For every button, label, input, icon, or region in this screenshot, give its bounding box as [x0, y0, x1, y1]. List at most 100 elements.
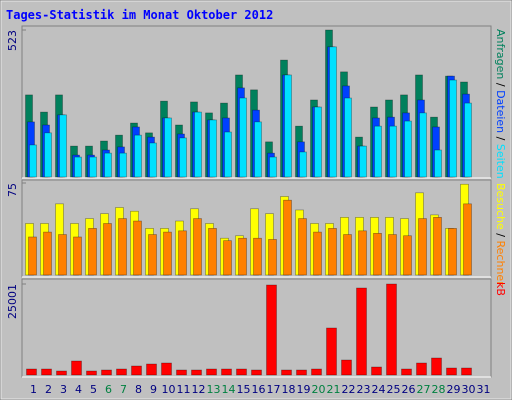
- bar: [133, 220, 142, 276]
- bar: [283, 199, 292, 276]
- bar: [253, 237, 262, 276]
- bar: [464, 102, 472, 178]
- bar: [29, 144, 37, 178]
- bar: [419, 112, 427, 178]
- bar: [266, 284, 277, 376]
- bar: [299, 151, 307, 178]
- bar: [314, 106, 322, 178]
- x-tick-label: 5: [90, 383, 97, 396]
- bar: [328, 228, 337, 276]
- bar: [146, 363, 157, 376]
- bar: [284, 74, 292, 178]
- legend-entry: Rechner: [494, 241, 507, 287]
- bar: [178, 230, 187, 276]
- bar: [56, 370, 67, 376]
- bar: [311, 368, 322, 376]
- legend-entry: Anfragen: [494, 29, 507, 79]
- bar: [221, 368, 232, 376]
- bar: [404, 120, 412, 178]
- x-tick-label: 20: [312, 383, 326, 396]
- bar: [176, 369, 187, 376]
- bar: [359, 145, 367, 178]
- x-tick-label: 17: [267, 383, 281, 396]
- bar: [71, 360, 82, 376]
- x-tick-label: 10: [162, 383, 176, 396]
- x-tick-label: 1: [30, 383, 37, 396]
- bar: [254, 121, 262, 178]
- x-tick-label: 27: [417, 383, 431, 396]
- chart-title: Tages-Statistik im Monat Oktober 2012: [6, 8, 273, 22]
- bar: [343, 234, 352, 276]
- x-tick-label: 29: [447, 383, 461, 396]
- y-tick-label: 25001: [6, 284, 19, 319]
- x-tick-label: 16: [252, 383, 266, 396]
- bar: [433, 217, 442, 276]
- bar: [134, 134, 142, 178]
- bar: [313, 231, 322, 276]
- legend: Anfragen / Dateien / Seiten: [494, 29, 507, 179]
- y-tick-label: 75: [6, 183, 19, 197]
- legend-separator: /: [494, 133, 507, 144]
- bar: [58, 234, 67, 276]
- x-tick-label: 28: [432, 383, 446, 396]
- x-tick-label: 15: [237, 383, 251, 396]
- x-tick-label: 13: [207, 383, 221, 396]
- bar: [148, 234, 157, 276]
- bar: [28, 236, 37, 276]
- bar: [164, 117, 172, 178]
- bar: [389, 125, 397, 178]
- x-tick-label: 4: [75, 383, 82, 396]
- bar: [194, 111, 202, 178]
- bar: [44, 132, 52, 178]
- legend-entry: Seiten: [494, 144, 507, 179]
- bar: [388, 234, 397, 276]
- bar: [371, 366, 382, 376]
- bar: [341, 359, 352, 376]
- bar: [223, 240, 232, 276]
- x-tick-label: 25: [387, 383, 401, 396]
- bar: [118, 218, 127, 276]
- x-tick-label: 3: [60, 383, 67, 396]
- bar: [386, 283, 397, 376]
- bar: [104, 152, 112, 178]
- bar: [434, 149, 442, 178]
- bar: [191, 369, 202, 376]
- bar: [374, 125, 382, 178]
- bar: [238, 237, 247, 276]
- x-tick-label: 23: [357, 383, 371, 396]
- bar: [358, 230, 367, 276]
- x-tick-label: 21: [327, 383, 341, 396]
- bar: [59, 114, 67, 178]
- bar: [268, 239, 277, 276]
- bar: [236, 368, 247, 376]
- bar: [356, 287, 367, 376]
- bar: [296, 369, 307, 376]
- x-tick-label: 9: [150, 383, 157, 396]
- legend-entry: Dateien: [494, 90, 507, 133]
- bar: [373, 232, 382, 276]
- bar: [461, 367, 472, 376]
- x-tick-label: 12: [192, 383, 206, 396]
- bar: [329, 46, 337, 178]
- bar: [43, 231, 52, 276]
- legend-separator: /: [494, 230, 507, 241]
- bar: [403, 235, 412, 276]
- bar: [224, 131, 232, 178]
- bar: [269, 156, 277, 178]
- legend: Besuche / Rechner: [494, 183, 507, 286]
- x-tick-label: 11: [177, 383, 191, 396]
- x-tick-label: 30: [462, 383, 476, 396]
- x-tick-label: 8: [135, 383, 142, 396]
- bar: [88, 228, 97, 276]
- bar: [416, 362, 427, 376]
- x-tick-label: 7: [120, 383, 127, 396]
- bar: [281, 369, 292, 376]
- bar: [448, 228, 457, 276]
- bar: [73, 236, 82, 276]
- bar: [344, 97, 352, 178]
- legend: kB: [494, 282, 507, 296]
- bar: [86, 370, 97, 376]
- bar: [208, 228, 217, 276]
